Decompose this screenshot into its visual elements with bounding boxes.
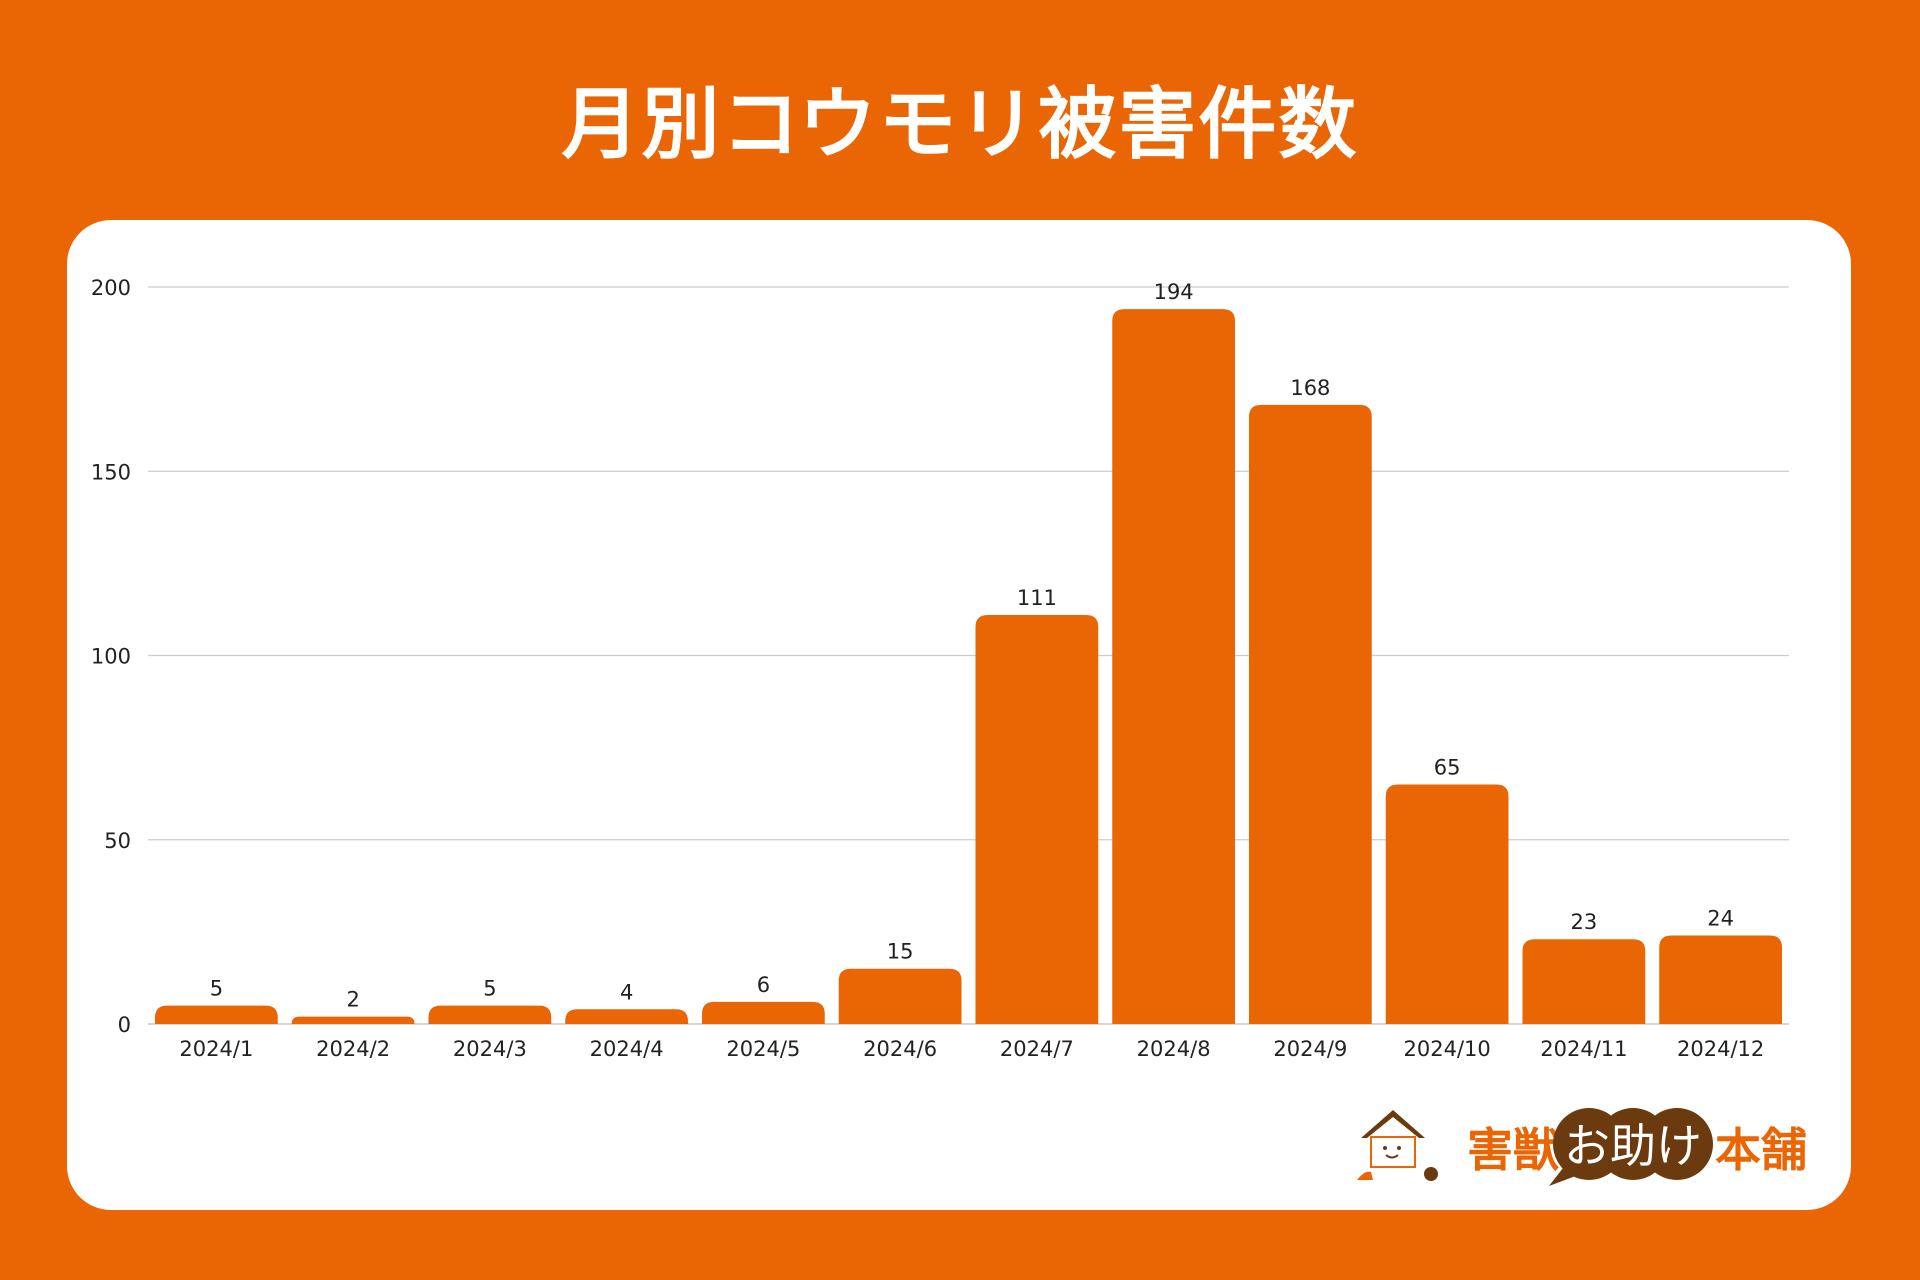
y-tick-label: 0 <box>118 1013 131 1037</box>
y-tick-label: 50 <box>104 829 131 853</box>
data-label: 111 <box>1017 586 1057 610</box>
data-label: 5 <box>483 977 496 1001</box>
logo-text-part1: 害獣 <box>1467 1123 1559 1177</box>
bar <box>1385 784 1509 1024</box>
data-label: 15 <box>887 940 914 964</box>
x-tick-label: 2024/5 <box>726 1037 800 1061</box>
bar <box>1522 939 1646 1024</box>
bar <box>1249 404 1372 1024</box>
bar <box>702 1001 825 1024</box>
data-label: 23 <box>1571 910 1598 934</box>
data-label: 2 <box>346 988 359 1012</box>
x-tick-label: 2024/7 <box>1000 1037 1074 1061</box>
x-tick-label: 2024/2 <box>316 1037 390 1061</box>
y-tick-label: 100 <box>91 645 131 669</box>
data-label: 6 <box>757 973 770 997</box>
data-label: 168 <box>1290 376 1330 400</box>
y-tick-label: 150 <box>91 460 131 484</box>
bar <box>565 1009 688 1024</box>
bar <box>155 1005 278 1024</box>
bar <box>1112 309 1235 1024</box>
x-tick-label: 2024/11 <box>1540 1037 1627 1061</box>
x-tick-label: 2024/4 <box>590 1037 664 1061</box>
data-label: 194 <box>1154 280 1194 304</box>
x-tick-label: 2024/1 <box>179 1037 253 1061</box>
logo-text-part2: お助け <box>1564 1119 1702 1173</box>
bar <box>428 1005 552 1024</box>
x-tick-label: 2024/10 <box>1404 1037 1491 1061</box>
data-label: 65 <box>1434 755 1461 779</box>
data-label: 24 <box>1707 907 1734 931</box>
logo-text-part3: 本舗 <box>1715 1123 1807 1177</box>
x-tick-label: 2024/3 <box>453 1037 527 1061</box>
bar <box>291 1016 415 1024</box>
x-tick-label: 2024/6 <box>863 1037 937 1061</box>
speech-bubble <box>1549 1108 1713 1186</box>
x-tick-label: 2024/9 <box>1273 1037 1347 1061</box>
data-label: 5 <box>210 977 223 1001</box>
company-logo: 害獣 お助け 本舗 <box>1357 1108 1807 1186</box>
data-label: 4 <box>620 980 633 1004</box>
bar <box>838 968 962 1024</box>
chart-title: 月別コウモリ被害件数 <box>561 80 1359 170</box>
y-tick-label: 200 <box>91 276 131 300</box>
bar <box>1659 935 1782 1024</box>
house-mascot-icon <box>1357 1110 1438 1181</box>
x-tick-label: 2024/8 <box>1137 1037 1211 1061</box>
x-tick-label: 2024/12 <box>1677 1037 1764 1061</box>
bar <box>975 614 1099 1024</box>
chart-panel <box>67 220 1851 1210</box>
